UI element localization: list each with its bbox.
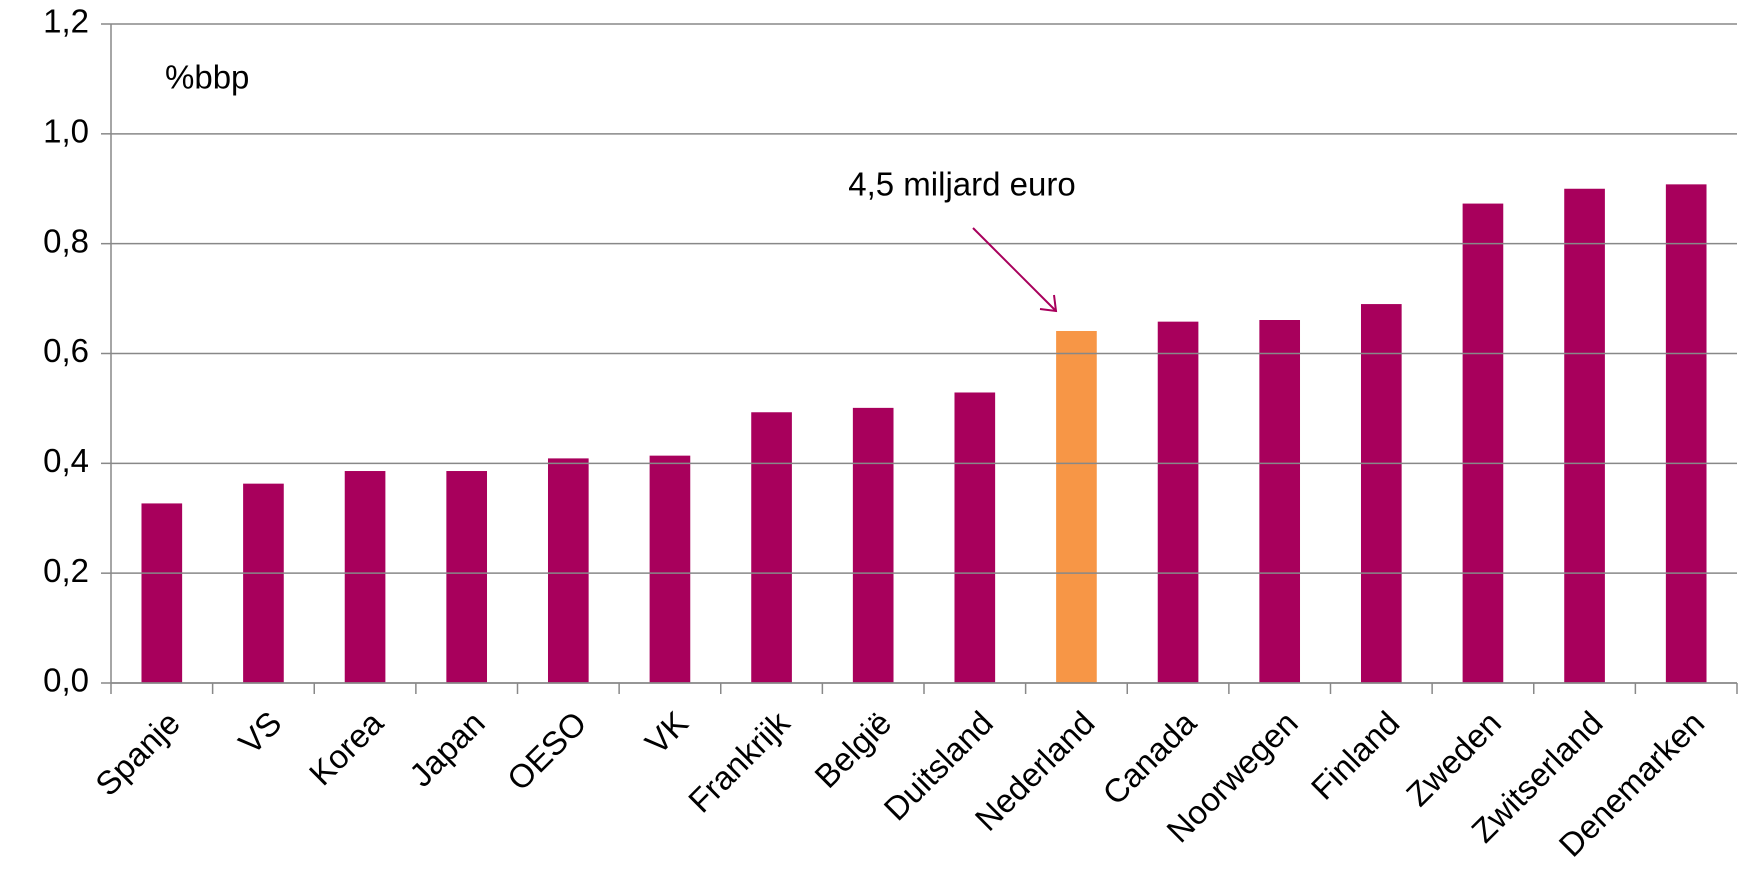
y-tick-label: 0,8	[43, 222, 89, 259]
bar	[344, 471, 386, 683]
y-tick-label: 0,4	[43, 442, 89, 479]
bar	[446, 471, 488, 683]
bar	[243, 483, 284, 683]
bar	[1665, 184, 1707, 683]
bar	[547, 458, 589, 683]
y-tick-label: 1,0	[43, 113, 89, 150]
bar	[1259, 320, 1301, 683]
annotation: 4,5 miljard euro	[848, 166, 1075, 203]
y-tick-label: 0,6	[43, 332, 89, 369]
unit-label: %bbp	[165, 59, 249, 96]
bar	[1056, 330, 1097, 683]
bar	[141, 503, 183, 683]
bar	[852, 407, 894, 683]
arrow-head	[1039, 294, 1058, 313]
bar	[954, 392, 996, 683]
x-tick-label: Spanje	[88, 704, 187, 803]
x-tick-label: VS	[231, 704, 288, 761]
bar	[1462, 203, 1504, 683]
x-tick-label: VK	[638, 704, 695, 761]
annotation-arrow	[972, 227, 1057, 312]
y-tick-label: 0,2	[43, 552, 89, 589]
bar	[649, 455, 691, 683]
x-tick-label: OESO	[500, 704, 594, 798]
x-tick-label: Frankrijk	[681, 704, 797, 820]
y-tick-label: 1,2	[43, 3, 89, 40]
bar	[751, 412, 792, 683]
y-tick-label: 0,0	[43, 662, 89, 699]
bar	[1360, 304, 1402, 683]
bar	[1564, 188, 1605, 683]
x-tick-label: Japan	[402, 704, 492, 794]
x-tick-label: België	[807, 704, 898, 795]
x-tick-label: Korea	[302, 703, 391, 792]
bar	[1157, 321, 1199, 683]
x-tick-label: Finland	[1304, 704, 1407, 807]
